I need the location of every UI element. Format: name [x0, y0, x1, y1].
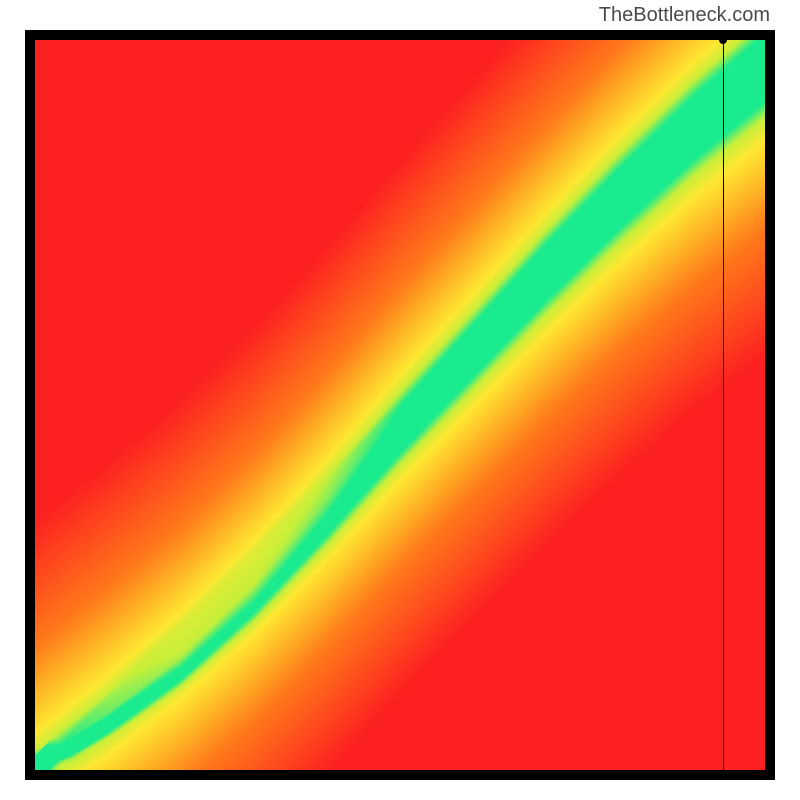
chart-inner-area: [35, 40, 765, 770]
marker-vertical-line: [723, 40, 724, 770]
marker-dot: [719, 36, 727, 44]
attribution-text: TheBottleneck.com: [599, 4, 770, 27]
heatmap-canvas: [35, 40, 765, 770]
chart-outer-frame: [25, 30, 775, 780]
